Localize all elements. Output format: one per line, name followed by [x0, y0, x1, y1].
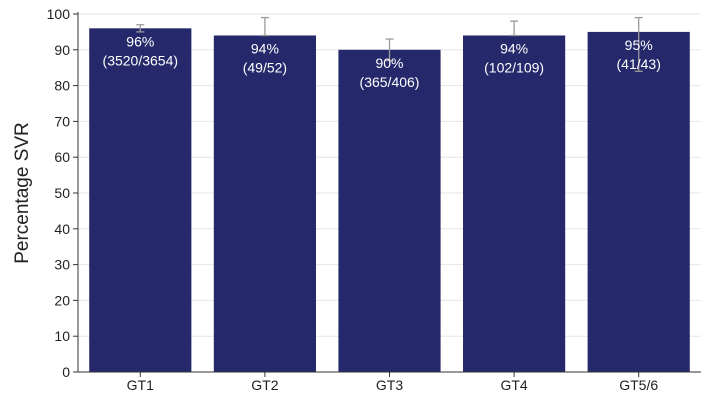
bars [89, 28, 690, 373]
data-label-count: (102/109) [484, 59, 544, 75]
y-tick-label: 30 [54, 257, 70, 273]
bar-gt1 [89, 28, 192, 372]
bar-gt5-6 [587, 31, 690, 373]
y-tick-label: 50 [54, 185, 70, 201]
data-label-count: (49/52) [243, 59, 287, 75]
data-label-count: (365/406) [360, 74, 420, 90]
data-label-percent: 94% [500, 40, 528, 56]
data-label-percent: 95% [625, 37, 653, 53]
x-tick-label: GT4 [500, 377, 527, 393]
bar-gt2 [213, 35, 316, 372]
bar-gt4 [463, 35, 566, 372]
bar-gt3 [338, 49, 441, 373]
y-tick-label: 0 [62, 364, 70, 380]
data-labels: 96% (3520/3654) 94% (49/52) 90% (365/406) 94% (… [103, 33, 661, 89]
error-bars [136, 16, 643, 72]
y-tick-label: 100 [47, 6, 71, 22]
y-tick-label: 60 [54, 149, 70, 165]
y-tick-label: 10 [54, 328, 70, 344]
y-tick-label: 20 [54, 292, 70, 308]
axes: 0 10 20 30 40 50 60 70 80 90 100 GT1 GT2 GT3 GT4 GT5/6 [47, 6, 701, 393]
data-label-percent: 96% [126, 33, 154, 49]
x-tick-label: GT5/6 [619, 377, 658, 393]
data-label-count: (41/43) [617, 56, 661, 72]
y-tick-label: 70 [54, 113, 70, 129]
data-label-percent: 94% [251, 40, 279, 56]
data-label-percent: 90% [375, 55, 403, 71]
x-tick-label: GT1 [127, 377, 154, 393]
y-tick-label: 80 [54, 78, 70, 94]
y-tick-label: 90 [54, 42, 70, 58]
y-axis-label: Percentage SVR [12, 122, 33, 264]
x-tick-label: GT2 [251, 377, 278, 393]
y-tick-label: 40 [54, 221, 70, 237]
data-label-count: (3520/3654) [103, 52, 179, 68]
x-tick-label: GT3 [376, 377, 403, 393]
